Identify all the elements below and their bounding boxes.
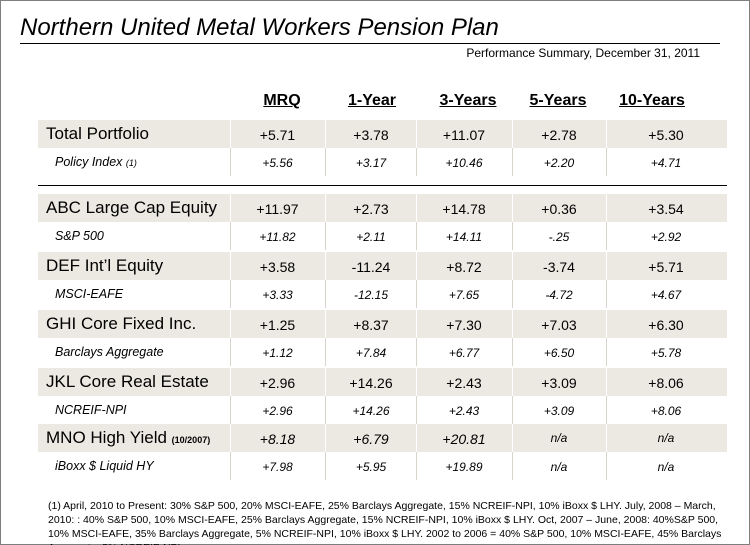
value-3-years: +2.43	[448, 404, 480, 418]
value-5-years: +0.36	[541, 201, 577, 217]
value-10-years: n/a	[657, 431, 675, 445]
value-10-years: +2.92	[650, 230, 682, 244]
value-5-years: +3.09	[543, 404, 575, 418]
value-10-years: +6.30	[648, 317, 684, 333]
value-5-years: +2.78	[541, 127, 577, 143]
value-1-year: +7.84	[355, 346, 387, 360]
table-row: Barclays Aggregate +1.12 +7.84 +6.77 +6.…	[38, 338, 727, 366]
value-mrq: +1.25	[259, 317, 296, 333]
value-mrq: +3.33	[262, 288, 293, 302]
row-label: JKL Core Real Estate	[46, 372, 209, 391]
section-divider	[38, 185, 727, 186]
value-10-years: +4.71	[650, 156, 682, 170]
page-title: Northern United Metal Workers Pension Pl…	[20, 14, 499, 41]
table-row: MSCI-EAFE +3.33 -12.15 +7.65 -4.72 +4.67	[38, 280, 727, 308]
column-header-5-years: 5-Years	[529, 92, 587, 109]
page-subtitle: Performance Summary, December 31, 2011	[466, 46, 700, 60]
value-mrq: +2.96	[262, 404, 293, 418]
footnote: (1) April, 2010 to Present: 30% S&P 500,…	[48, 500, 722, 545]
row-label: MSCI-EAFE	[55, 287, 124, 301]
value-5-years: -.25	[548, 230, 570, 244]
value-mrq: +7.98	[262, 460, 293, 474]
row-label-note: (1)	[125, 158, 137, 168]
value-5-years: +7.03	[541, 317, 577, 333]
value-10-years: +5.78	[650, 346, 682, 360]
value-mrq: +11.82	[259, 230, 296, 244]
value-5-years: +6.50	[543, 346, 575, 360]
value-mrq: +2.96	[259, 375, 296, 391]
value-1-year: +3.78	[353, 127, 389, 143]
value-3-years: +7.65	[448, 288, 480, 302]
row-label: ABC Large Cap Equity	[46, 198, 218, 217]
row-label: iBoxx $ Liquid HY	[55, 459, 154, 473]
column-header-3-years: 3-Years	[439, 92, 497, 109]
value-3-years: +8.72	[446, 259, 482, 275]
value-10-years: +8.06	[648, 375, 684, 391]
value-10-years: +5.71	[648, 259, 684, 275]
value-1-year: +8.37	[353, 317, 389, 333]
value-1-year: +6.79	[353, 431, 389, 447]
value-10-years: +4.67	[650, 288, 682, 302]
row-label: Barclays Aggregate	[55, 345, 164, 359]
row-label: Total Portfolio	[46, 124, 149, 143]
value-5-years: -3.74	[543, 259, 575, 275]
value-3-years: +14.78	[442, 201, 486, 217]
column-header-10-years: 10-Years	[619, 92, 685, 109]
value-5-years: n/a	[550, 431, 568, 445]
value-3-years: +6.77	[448, 346, 480, 360]
value-1-year: +2.11	[356, 230, 386, 244]
value-mrq: +8.18	[259, 431, 296, 447]
value-3-years: +10.46	[445, 156, 483, 170]
row-label: S&P 500	[55, 229, 104, 243]
row-label: Policy Index (1)	[55, 155, 137, 169]
value-5-years: +2.20	[543, 156, 575, 170]
value-1-year: -12.15	[353, 288, 389, 302]
value-3-years: +20.81	[442, 431, 486, 447]
value-10-years: n/a	[657, 460, 675, 474]
column-header-1-year: 1-Year	[347, 92, 397, 109]
value-3-years: +14.11	[445, 230, 483, 244]
table-row: Policy Index (1) +5.56 +3.17 +10.46 +2.2…	[38, 148, 727, 176]
row-label: MNO High Yield (10/2007)	[46, 428, 211, 447]
table-row: Total Portfolio +5.71 +3.78 +11.07 +2.78…	[38, 120, 727, 148]
value-5-years: n/a	[550, 460, 568, 474]
table-row: NCREIF-NPI +2.96 +14.26 +2.43 +3.09 +8.0…	[38, 396, 727, 424]
table-row: iBoxx $ Liquid HY +7.98 +5.95 +19.89 n/a…	[38, 452, 727, 480]
value-mrq: +3.58	[259, 259, 296, 275]
value-1-year: -11.24	[351, 259, 391, 275]
table-row: ABC Large Cap Equity +11.97 +2.73 +14.78…	[38, 194, 727, 222]
value-mrq: +5.56	[262, 156, 293, 170]
value-10-years: +3.54	[648, 201, 684, 217]
column-header-mrq: MRQ	[263, 92, 301, 109]
table-row: JKL Core Real Estate +2.96 +14.26 +2.43 …	[38, 368, 727, 396]
value-3-years: +11.07	[442, 127, 486, 143]
value-3-years: +7.30	[446, 317, 482, 333]
row-label-note: (10/2007)	[171, 435, 211, 445]
value-5-years: +3.09	[541, 375, 577, 391]
value-3-years: +2.43	[446, 375, 482, 391]
value-10-years: +5.30	[648, 127, 684, 143]
value-1-year: +2.73	[353, 201, 389, 217]
table-row: S&P 500 +11.82 +2.11 +14.11 -.25 +2.92	[38, 222, 727, 250]
value-3-years: +19.89	[445, 460, 483, 474]
value-10-years: +8.06	[650, 404, 682, 418]
value-1-year: +3.17	[355, 156, 387, 170]
value-1-year: +5.95	[355, 460, 387, 474]
row-label: GHI Core Fixed Inc.	[46, 314, 197, 333]
title-underline	[20, 43, 720, 44]
table-row: DEF Int’l Equity +3.58 -11.24 +8.72 -3.7…	[38, 252, 727, 280]
value-mrq: +1.12	[262, 346, 293, 360]
value-1-year: +14.26	[349, 375, 393, 391]
table-row: GHI Core Fixed Inc. +1.25 +8.37 +7.30 +7…	[38, 310, 727, 338]
table-row: MNO High Yield (10/2007) +8.18 +6.79 +20…	[38, 424, 727, 452]
value-mrq: +11.97	[256, 201, 299, 217]
row-label: NCREIF-NPI	[55, 403, 127, 417]
row-label: DEF Int’l Equity	[46, 256, 164, 275]
value-mrq: +5.71	[259, 127, 296, 143]
value-5-years: -4.72	[545, 288, 573, 302]
value-1-year: +14.26	[352, 404, 390, 418]
column-headers: MRQ 1-Year 3-Years 5-Years 10-Years	[0, 92, 750, 116]
